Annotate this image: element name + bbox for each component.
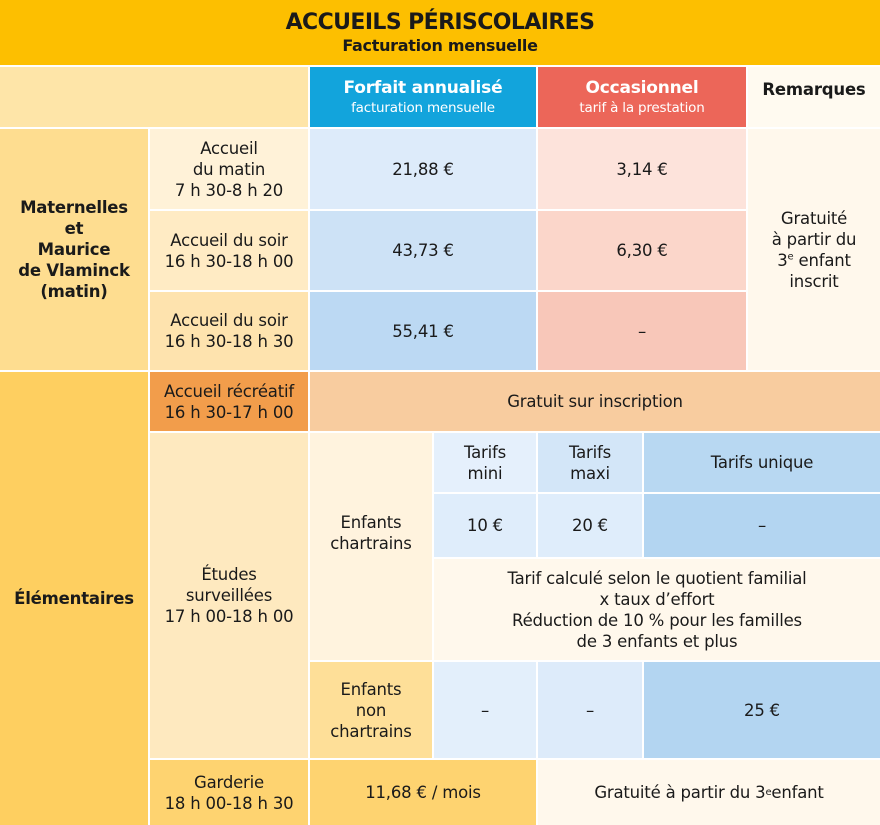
header-line: Tarifs [568,442,612,462]
remarque-text: enfant [771,783,824,802]
service-accueil-soir-1800: Accueil du soir 16 h 30-18 h 00 [150,211,308,290]
forfait-label: Forfait annualisé [343,78,503,98]
group-label-line: (matin) [40,282,108,301]
column-header-remarques: Remarques [748,67,880,127]
note-line: Réduction de 10 % pour les familles [512,610,802,630]
service-label-line: du matin [192,159,266,179]
recreatif-value: Gratuit sur inscription [310,372,880,431]
forfait-value: 43,73 € [310,211,536,290]
service-garderie: Garderie 18 h 00-18 h 30 [150,760,308,825]
note-line: Tarif calculé selon le quotient familial [507,568,807,588]
service-label-line: Garderie [194,772,264,792]
service-accueil-matin: Accueil du matin 7 h 30-8 h 20 [150,129,308,209]
service-time: 7 h 30-8 h 20 [174,180,284,200]
label-line: non [355,700,387,720]
group-label-line: et [64,219,84,238]
chartrains-tarif-note: Tarif calculé selon le quotient familial… [434,559,880,660]
group-maternelles: Maternelles et Maurice de Vlaminck (mati… [0,129,148,370]
group-label-line: Maurice [37,240,111,259]
page-subtitle: Facturation mensuelle [342,35,538,55]
occasionnel-value: 3,14 € [538,129,746,209]
header-line: maxi [570,463,610,483]
label-line: chartrains [330,533,412,553]
service-accueil-soir-1830: Accueil du soir 16 h 30-18 h 30 [150,292,308,370]
column-header-forfait: Forfait annualisé facturation mensuelle [310,67,536,127]
service-label-line: Accueil du soir [170,230,288,250]
page-title-banner: ACCUEILS PÉRISCOLAIRES Facturation mensu… [0,0,880,65]
service-time: 16 h 30-18 h 00 [164,251,294,271]
chartrains-maxi-value: 20 € [538,494,642,557]
ordinal-number: 3 [777,250,788,270]
service-etudes-surveillees: Études surveillées 17 h 00-18 h 00 [150,433,308,758]
header-blank-cell [0,67,308,127]
service-label-line: Accueil [200,138,258,158]
non-chartrains-maxi-value: – [538,662,642,758]
garderie-forfait-value: 11,68 € / mois [310,760,536,825]
note-line: x taux d’effort [599,589,715,609]
chartrains-mini-value: 10 € [434,494,536,557]
label-line: chartrains [330,721,412,741]
label-enfants-non-chartrains: Enfants non chartrains [310,662,432,758]
label-line: Enfants [340,679,402,699]
non-chartrains-unique-value: 25 € [644,662,880,758]
group-label-line: Maternelles [20,198,128,217]
forfait-sublabel: facturation mensuelle [351,100,495,116]
tarifs-unique-header: Tarifs unique [644,433,880,492]
service-time: 18 h 00-18 h 30 [164,793,294,813]
service-time: 17 h 00-18 h 00 [164,607,294,626]
tarifs-mini-header: Tarifs mini [434,433,536,492]
service-accueil-recreatif: Accueil récréatif 16 h 30-17 h 00 [150,372,308,431]
service-time: 16 h 30-18 h 30 [164,332,294,351]
service-time: 16 h 30-17 h 00 [164,402,294,422]
remarque-line: à partir du [771,229,857,249]
occasionnel-value: 6,30 € [538,211,746,290]
label-line: Enfants [340,512,402,532]
service-label-line: surveillées [185,586,273,605]
header-line: mini [467,463,503,483]
column-header-occasionnel: Occasionnel tarif à la prestation [538,67,746,127]
remarque-text: enfant [793,250,851,270]
occasionnel-label: Occasionnel [585,78,699,98]
service-label-line: Études [201,565,257,584]
remarque-maternelles: Gratuité à partir du 3e enfant inscrit [748,129,880,370]
tarifs-maxi-header: Tarifs maxi [538,433,642,492]
header-line: Tarifs [463,442,507,462]
service-label-line: Accueil du soir [170,311,288,330]
remarque-line: Gratuité [780,208,848,228]
page-title: ACCUEILS PÉRISCOLAIRES [285,9,595,35]
forfait-value: 21,88 € [310,129,536,209]
remarque-line: 3e enfant [777,250,851,271]
group-elementaires: Élémentaires [0,372,148,825]
service-label-line: Accueil récréatif [164,381,294,401]
remarque-text: Gratuité à partir du 3 [594,783,766,802]
forfait-value: 55,41 € [310,292,536,370]
chartrains-unique-value: – [644,494,880,557]
occasionnel-value: – [538,292,746,370]
label-enfants-chartrains: Enfants chartrains [310,433,432,660]
group-label-line: de Vlaminck [18,261,130,280]
non-chartrains-mini-value: – [434,662,536,758]
occasionnel-sublabel: tarif à la prestation [579,100,705,116]
note-line: de 3 enfants et plus [576,631,738,651]
ordinal-suffix: e [787,251,794,262]
remarque-line: inscrit [789,271,839,291]
